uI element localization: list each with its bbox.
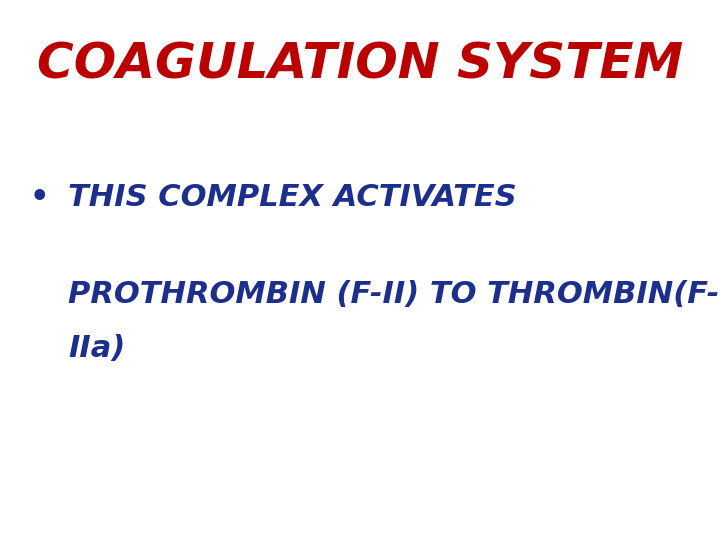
Text: THIS COMPLEX ACTIVATES: THIS COMPLEX ACTIVATES <box>68 183 517 212</box>
Text: COAGULATION SYSTEM: COAGULATION SYSTEM <box>37 41 683 89</box>
Text: IIa): IIa) <box>68 334 126 363</box>
Text: PROTHROMBIN (F-II) TO THROMBIN(F-: PROTHROMBIN (F-II) TO THROMBIN(F- <box>68 280 720 309</box>
Text: •: • <box>30 183 50 212</box>
